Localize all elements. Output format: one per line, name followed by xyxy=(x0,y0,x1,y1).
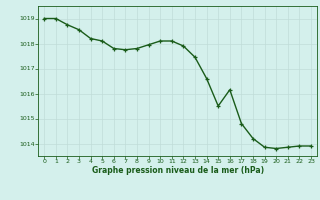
X-axis label: Graphe pression niveau de la mer (hPa): Graphe pression niveau de la mer (hPa) xyxy=(92,166,264,175)
